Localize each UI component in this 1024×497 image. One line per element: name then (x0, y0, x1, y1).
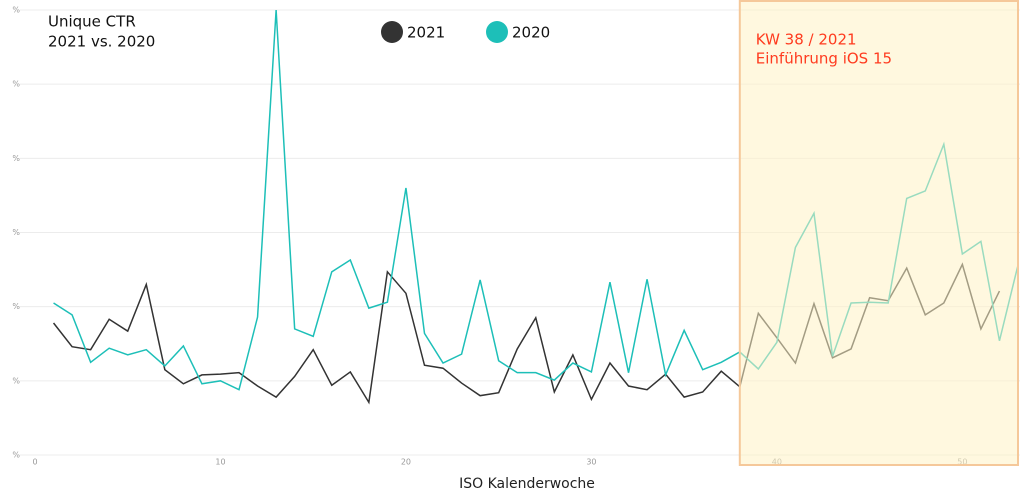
chart-subtitle: 2021 vs. 2020 (48, 33, 155, 51)
annotation: Einführung iOS 15 (756, 50, 892, 68)
y-tick-label: % (12, 228, 20, 237)
x-tick-label: 0 (32, 458, 37, 467)
y-tick-label: % (12, 451, 20, 460)
legend-marker (486, 21, 508, 43)
annotation: KW 38 / 2021 (756, 31, 857, 49)
legend-marker (381, 21, 403, 43)
legend-label: 2020 (512, 24, 550, 42)
y-tick-label: % (12, 154, 20, 163)
x-tick-label: 10 (215, 458, 225, 467)
y-tick-label: % (12, 302, 20, 311)
x-tick-label: 20 (401, 458, 411, 467)
x-axis-label: ISO Kalenderwoche (459, 476, 595, 492)
y-tick-label: % (12, 80, 20, 89)
legend-label: 2021 (407, 24, 445, 42)
y-tick-label: % (12, 6, 20, 15)
y-tick-label: % (12, 376, 20, 385)
highlight-region (738, 0, 1020, 466)
x-tick-label: 30 (586, 458, 596, 467)
chart-title: Unique CTR (48, 13, 136, 31)
